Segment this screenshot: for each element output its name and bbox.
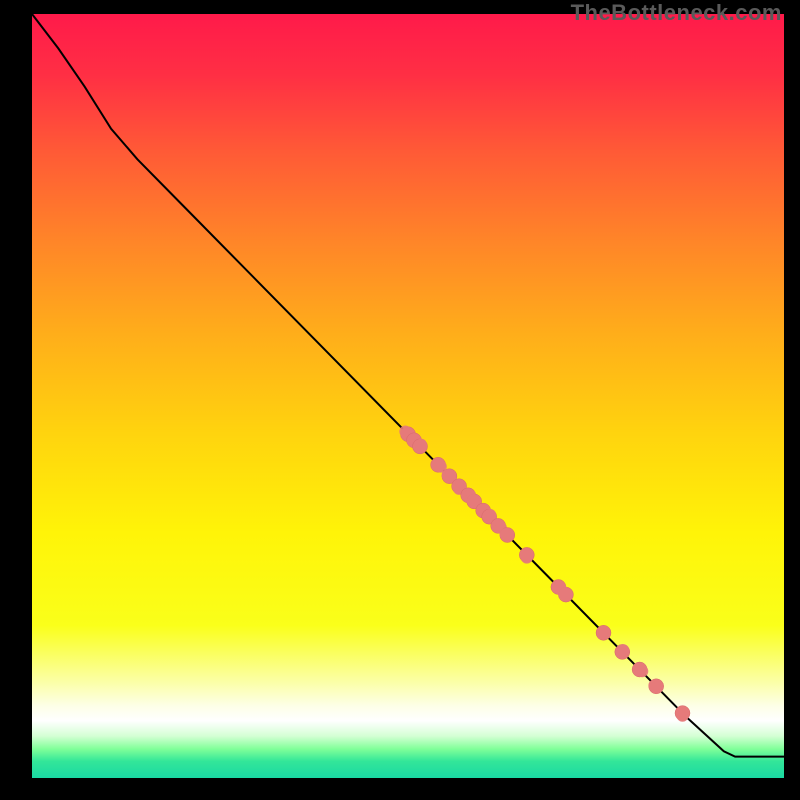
scatter-marker <box>500 528 512 540</box>
scatter-marker <box>636 665 648 677</box>
scatter-marker <box>442 469 454 481</box>
scatter-marker <box>521 552 533 564</box>
watermark-text: TheBottleneck.com <box>571 0 782 26</box>
chart-container: TheBottleneck.com <box>0 0 800 800</box>
scatter-marker <box>648 679 660 691</box>
scatter-marker <box>677 710 689 722</box>
scatter-marker <box>484 509 496 521</box>
chart-svg-overlay <box>0 0 800 800</box>
scatter-marker <box>415 439 427 451</box>
scatter-marker <box>466 493 478 505</box>
scatter-marker <box>597 628 609 640</box>
scatter-marker <box>617 644 629 656</box>
scatter-marker <box>557 586 569 598</box>
bottleneck-curve <box>32 14 784 757</box>
